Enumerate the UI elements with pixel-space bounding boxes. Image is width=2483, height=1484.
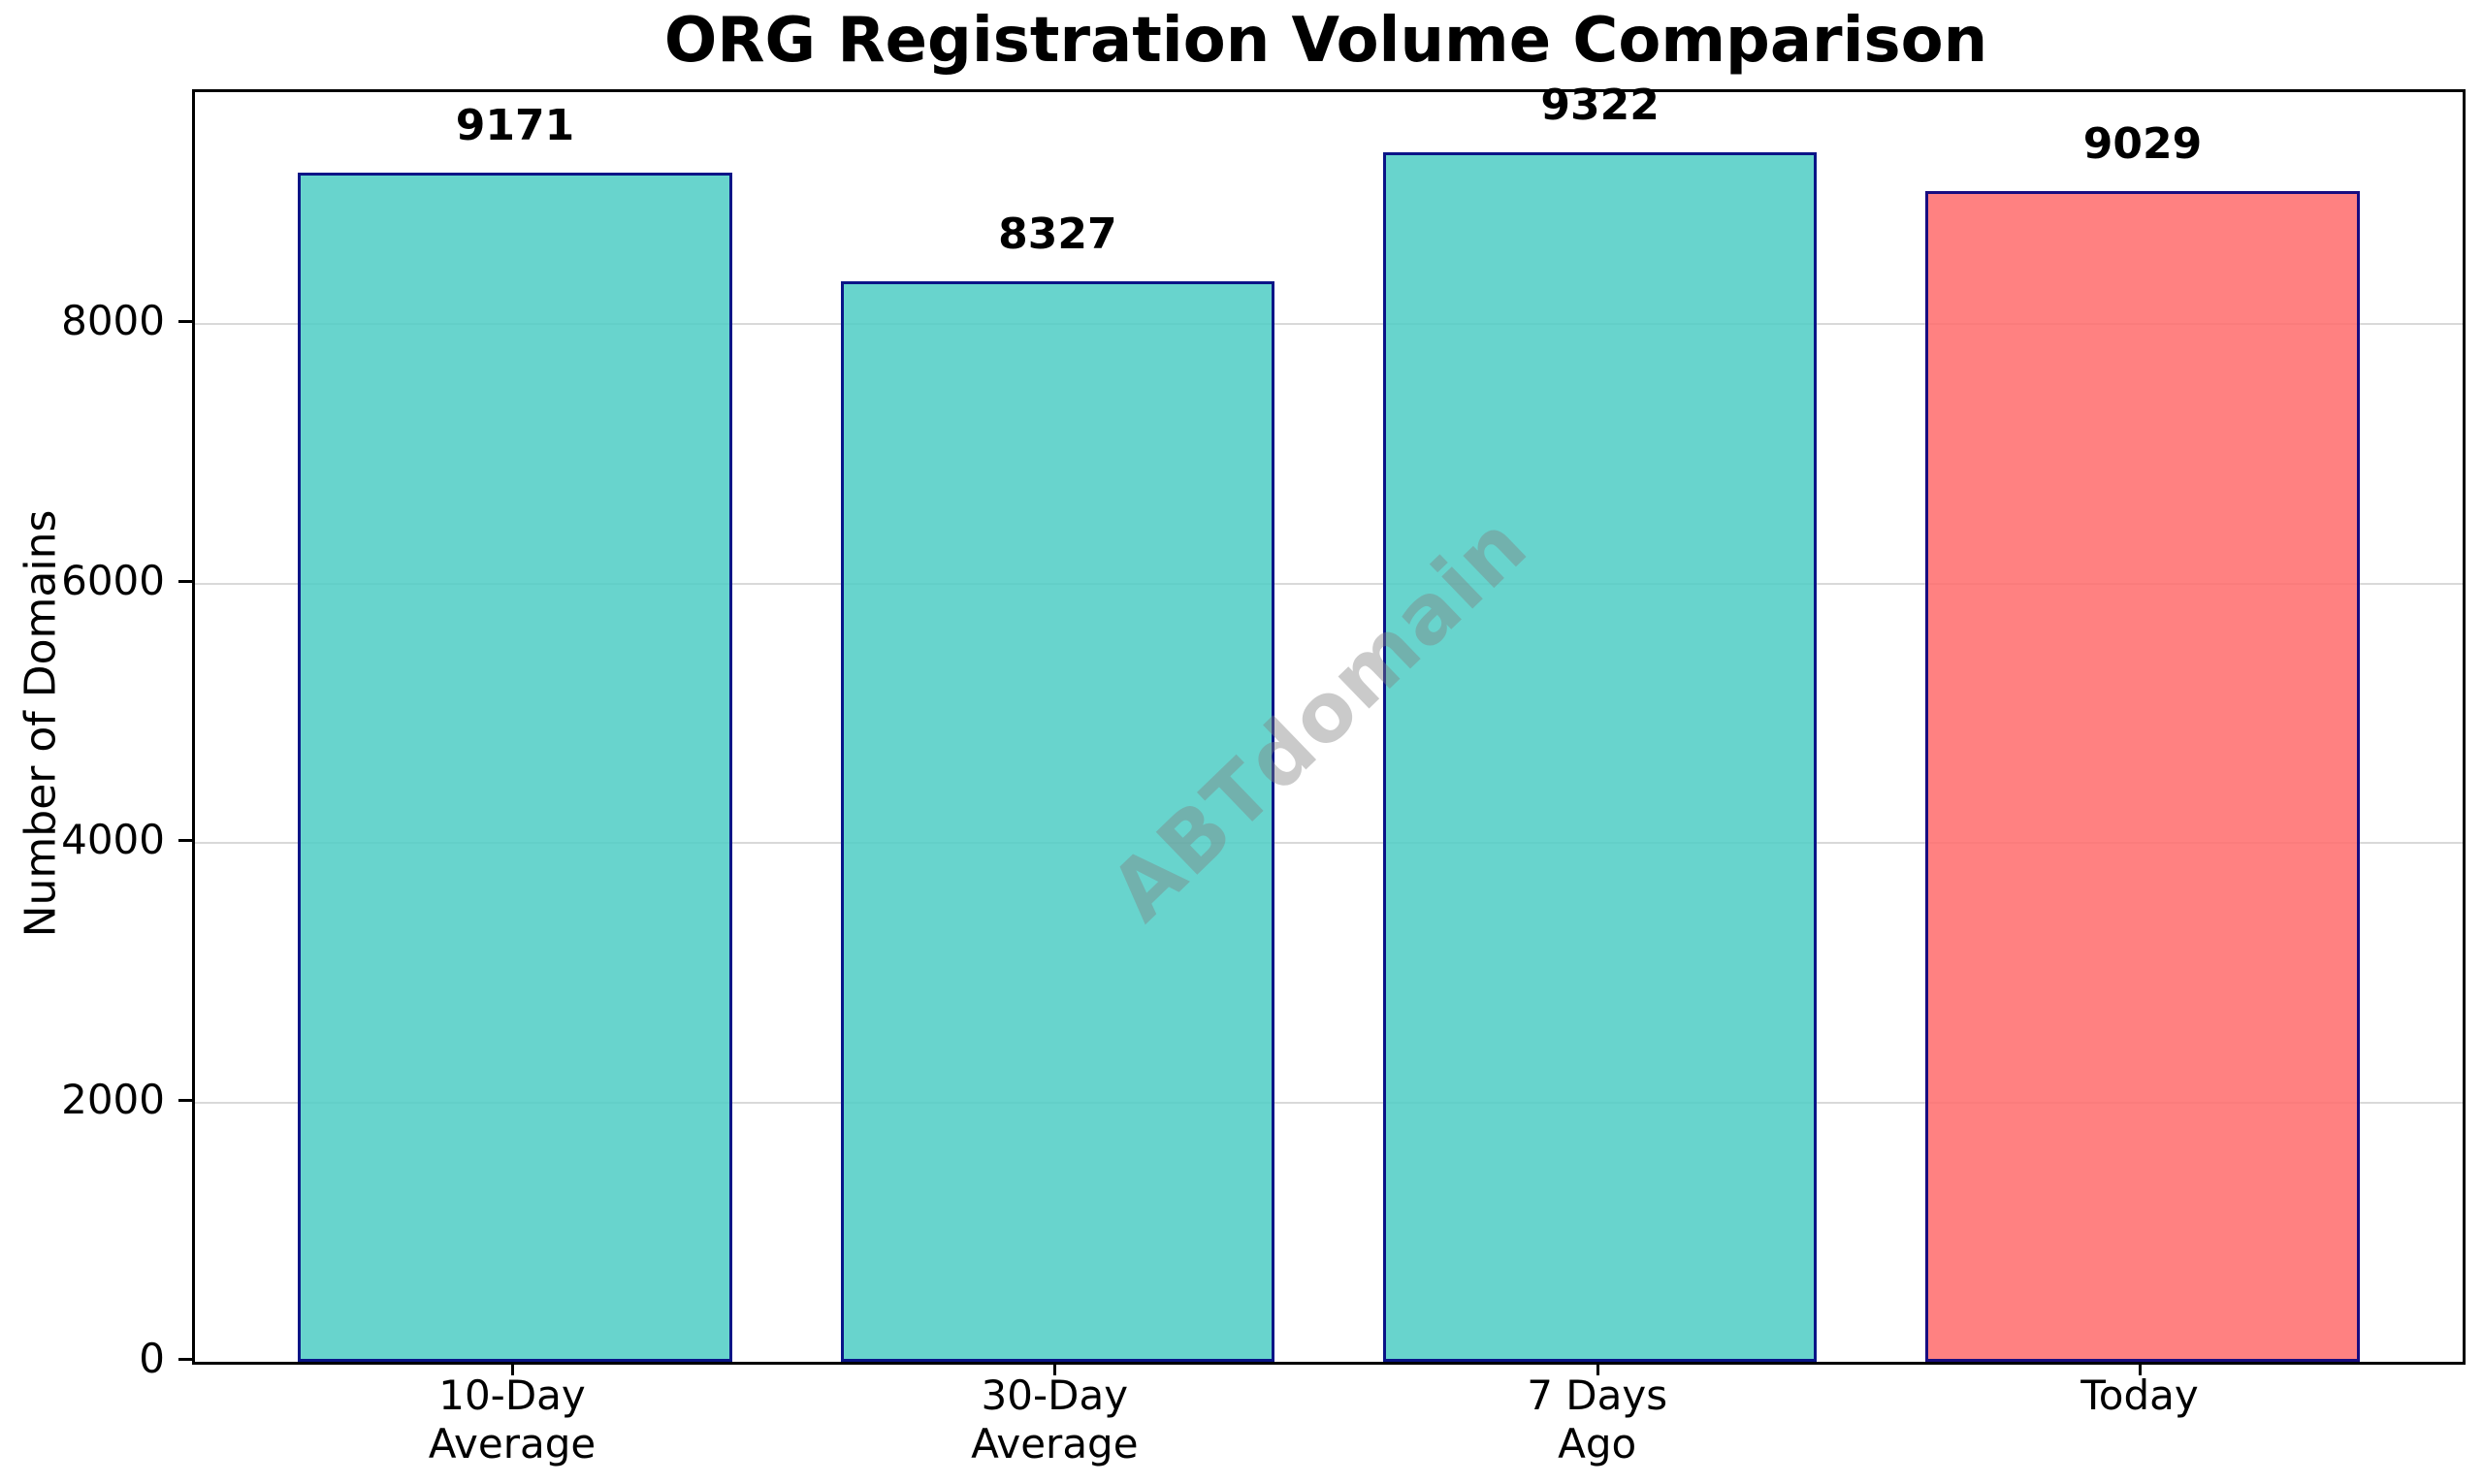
x-tick-mark-7-days-ago xyxy=(1596,1362,1599,1375)
y-tick-label-8000: 8000 xyxy=(61,297,165,345)
y-tick-mark-2000 xyxy=(178,1098,192,1102)
x-tick-label-10-day-average: 10-Day Average xyxy=(428,1371,597,1468)
chart-title: ORG Registration Volume Comparison xyxy=(663,5,1988,77)
y-tick-mark-4000 xyxy=(178,839,192,843)
bar-value-label-10-day-average: 9171 xyxy=(455,100,575,150)
gridline-2000 xyxy=(195,1101,2463,1104)
x-tick-mark-today xyxy=(2138,1362,2142,1375)
gridline-6000 xyxy=(195,582,2463,585)
bar-value-label-today: 9029 xyxy=(2082,118,2203,169)
y-tick-label-6000: 6000 xyxy=(61,556,165,604)
bar-today xyxy=(1925,190,2360,1362)
x-tick-label-30-day-average: 30-Day Average xyxy=(971,1371,1139,1468)
x-tick-mark-10-day-average xyxy=(511,1362,514,1375)
bar-30-day-average xyxy=(840,281,1275,1362)
y-tick-mark-0 xyxy=(178,1358,192,1361)
y-tick-label-0: 0 xyxy=(139,1335,165,1382)
x-tick-label-today: Today xyxy=(2080,1371,2199,1419)
gridline-4000 xyxy=(195,842,2463,845)
bar-value-label-30-day-average: 8327 xyxy=(998,210,1117,260)
x-tick-label-7-days-ago: 7 Days Ago xyxy=(1527,1371,1668,1468)
y-tick-label-4000: 4000 xyxy=(61,816,165,864)
bar-10-day-average xyxy=(298,172,732,1362)
y-tick-label-2000: 2000 xyxy=(61,1075,165,1123)
plot-area: ABTdomain 9171 8327 9322 9029 xyxy=(192,81,2466,1365)
gridline-8000 xyxy=(195,323,2463,326)
x-tick-mark-30-day-average xyxy=(1053,1362,1057,1375)
bar-7-days-ago xyxy=(1382,152,1818,1362)
y-tick-mark-6000 xyxy=(178,579,192,583)
bar-value-label-7-days-ago: 9322 xyxy=(1540,81,1660,131)
y-tick-mark-8000 xyxy=(178,320,192,324)
